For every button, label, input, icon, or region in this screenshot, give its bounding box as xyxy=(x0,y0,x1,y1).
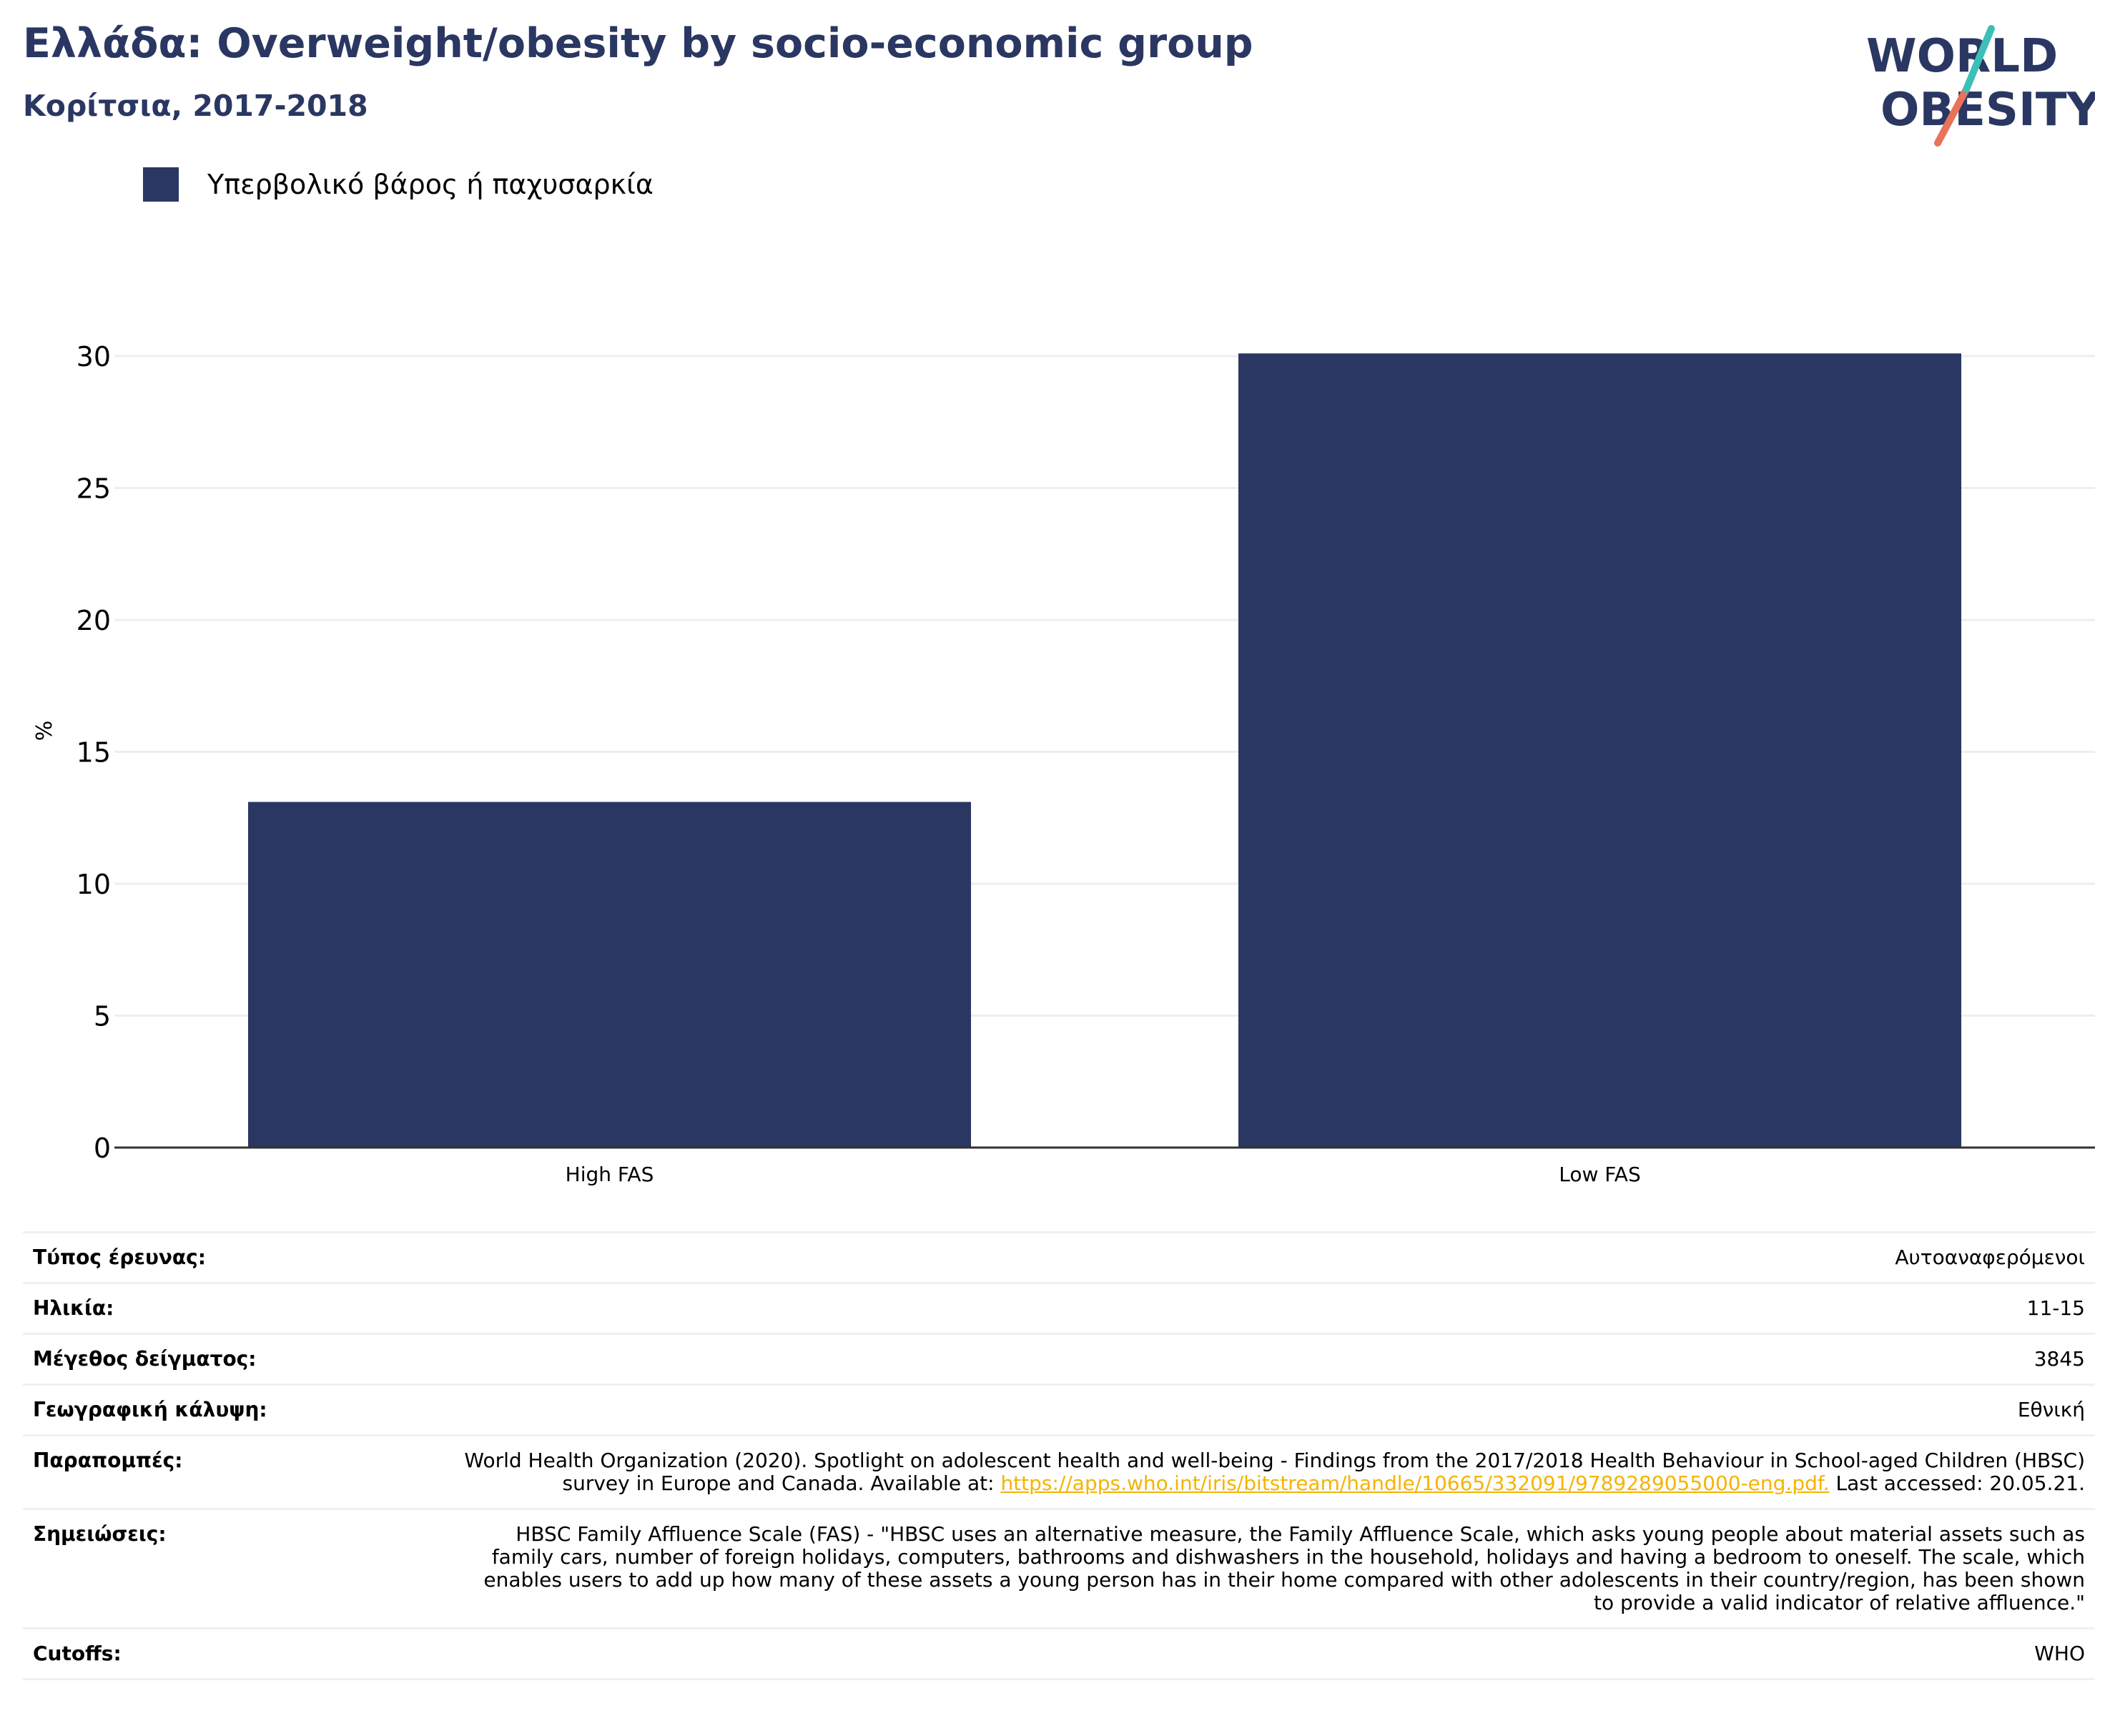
meta-key: Ηλικία: xyxy=(33,1296,114,1320)
y-tick-label: 0 xyxy=(94,1133,111,1164)
y-tick-label: 25 xyxy=(77,473,111,505)
bar xyxy=(1238,353,1962,1148)
meta-value: Εθνική xyxy=(2017,1398,2085,1421)
metadata-table: Τύπος έρευνας: Αυτοαναφερόμενοι Ηλικία: … xyxy=(23,1231,2095,1680)
logo-line1: WORLD xyxy=(1866,30,2058,83)
meta-key: Γεωγραφική κάλυψη: xyxy=(33,1398,267,1421)
reference-accessed: Last accessed: 20.05.21. xyxy=(1829,1471,2085,1495)
chart-subtitle: Κορίτσια, 2017-2018 xyxy=(23,89,368,123)
reference-text: World Health Organization (2020). Spotli… xyxy=(464,1449,2085,1495)
meta-row-survey-type: Τύπος έρευνας: Αυτοαναφερόμενοι xyxy=(23,1231,2095,1282)
x-tick-label: High FAS xyxy=(566,1163,654,1186)
y-tick-label: 15 xyxy=(77,737,111,769)
meta-value: 3845 xyxy=(2033,1347,2085,1371)
meta-row-coverage: Γεωγραφική κάλυψη: Εθνική xyxy=(23,1384,2095,1434)
y-tick-label: 30 xyxy=(77,341,111,373)
meta-key: Μέγεθος δείγματος: xyxy=(33,1347,257,1371)
world-obesity-logo: WORLD OBESITY xyxy=(1866,25,2095,147)
meta-value: Αυτοαναφερόμενοι xyxy=(1895,1246,2085,1269)
meta-key: Σημειώσεις: xyxy=(33,1522,167,1546)
meta-row-references: Παραπομπές: World Health Organization (2… xyxy=(23,1434,2095,1508)
y-tick-label: 5 xyxy=(94,1001,111,1032)
bar-chart: 0 5 10 15 20 25 30 High FAS Low FAS% xyxy=(32,341,2095,1186)
meta-value: HBSC Family Affluence Scale (FAS) - "HBS… xyxy=(483,1522,2085,1614)
meta-row-sample-size: Μέγεθος δείγματος: 3845 xyxy=(23,1333,2095,1384)
meta-key: Παραπομπές: xyxy=(33,1449,183,1472)
y-tick-label: 20 xyxy=(77,605,111,636)
meta-row-cutoffs: Cutoffs: WHO xyxy=(23,1627,2095,1680)
meta-row-notes: Σημειώσεις: HBSC Family Affluence Scale … xyxy=(23,1508,2095,1627)
meta-value: World Health Organization (2020). Spotli… xyxy=(462,1449,2085,1495)
meta-key: Cutoffs: xyxy=(33,1642,122,1665)
legend-label: Υπερβολικό βάρος ή παχυσαρκία xyxy=(207,169,654,200)
legend-swatch xyxy=(143,167,179,202)
chart-title: Ελλάδα: Overweight/obesity by socio-econ… xyxy=(23,20,1253,67)
legend: Υπερβολικό βάρος ή παχυσαρκία xyxy=(143,167,654,202)
meta-row-age: Ηλικία: 11-15 xyxy=(23,1282,2095,1333)
bar xyxy=(247,802,972,1148)
logo-line2: OBESITY xyxy=(1880,84,2095,137)
y-axis-label: % xyxy=(32,721,57,741)
y-tick-label: 10 xyxy=(77,869,111,900)
meta-value: WHO xyxy=(2034,1642,2085,1665)
reference-link[interactable]: https://apps.who.int/iris/bitstream/hand… xyxy=(1000,1471,1830,1495)
meta-key: Τύπος έρευνας: xyxy=(33,1246,206,1269)
x-tick-label: Low FAS xyxy=(1559,1163,1641,1186)
meta-value: 11-15 xyxy=(2026,1296,2085,1320)
